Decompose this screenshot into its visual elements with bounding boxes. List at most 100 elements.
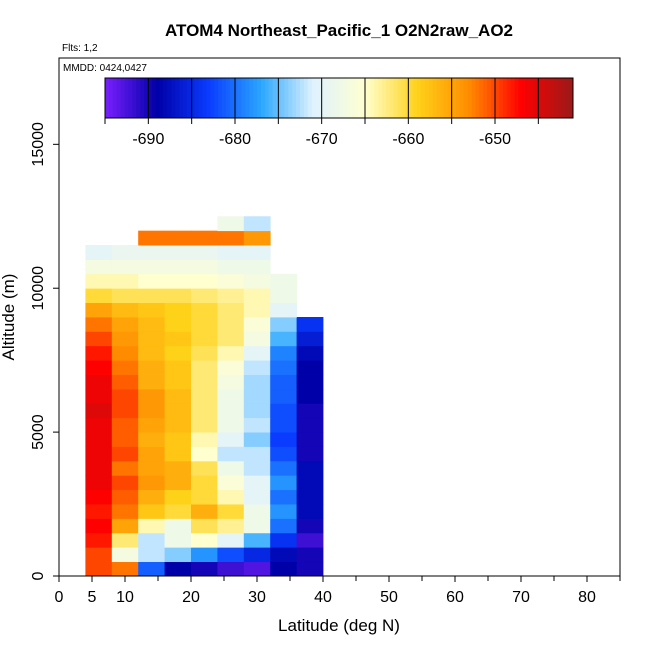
heatmap-cell	[138, 360, 165, 375]
colorbar-segment	[144, 78, 149, 118]
heatmap-cell	[164, 230, 192, 246]
colorbar-segment	[190, 78, 196, 118]
heatmap-cell	[111, 403, 139, 419]
heatmap-cell	[296, 331, 324, 347]
heatmap-cell	[217, 245, 245, 260]
heatmap-cell	[191, 518, 218, 534]
colorbar-segment	[171, 78, 176, 118]
heatmap-cell	[138, 345, 165, 361]
heatmap-cell	[217, 432, 245, 447]
heatmap-cell	[217, 475, 245, 491]
colorbar-segment	[452, 78, 457, 118]
colorbar-segment	[124, 78, 129, 118]
heatmap-cell	[217, 403, 245, 419]
heatmap-cell	[191, 475, 218, 491]
colorbar-segment	[120, 78, 125, 118]
colorbar-segment	[549, 78, 554, 118]
colorbar-segment	[346, 78, 352, 118]
heatmap-cell	[164, 460, 192, 476]
heatmap-cell	[191, 446, 218, 462]
heatmap-cell	[85, 273, 113, 289]
heatmap-cell	[217, 518, 245, 534]
heatmap-cell	[138, 331, 165, 347]
colorbar-segment	[498, 78, 504, 118]
colorbar-segment	[323, 78, 328, 118]
colorbar-segment	[202, 78, 207, 118]
colorbar-segment	[335, 78, 340, 118]
heatmap-cell	[217, 331, 245, 347]
colorbar-segment	[479, 78, 484, 118]
heatmap-cell	[270, 273, 297, 289]
colorbar-segment	[557, 78, 562, 118]
colorbar-segment	[358, 78, 363, 118]
heatmap-cell	[217, 273, 245, 289]
heatmap-cell	[243, 561, 271, 577]
heatmap-cell	[85, 460, 113, 476]
colorbar-segment	[553, 78, 558, 118]
heatmap-cell	[243, 288, 271, 304]
heatmap-cell	[85, 489, 113, 505]
colorbar-segment	[467, 78, 473, 118]
heatmap-cell	[85, 446, 113, 462]
heatmap-cell	[296, 317, 324, 332]
colorbar-segment	[147, 78, 153, 118]
heatmap-cell	[85, 532, 113, 548]
heatmap-cell	[164, 432, 192, 447]
colorbar-segment	[186, 78, 192, 118]
heatmap-cell	[296, 460, 324, 476]
colorbar-tick-label: -680	[219, 131, 251, 148]
heatmap-cell	[164, 532, 192, 548]
heatmap-cell	[85, 360, 113, 375]
heatmap-cell	[164, 245, 192, 260]
colorbar-segment	[229, 78, 235, 118]
colorbar-segment	[514, 78, 519, 118]
heatmap-cell	[243, 360, 271, 375]
heatmap-cell	[111, 547, 139, 563]
colorbar-segment	[378, 78, 383, 118]
heatmap-cell	[138, 489, 165, 505]
colorbar-segment	[261, 78, 266, 118]
heatmap-cell	[217, 504, 245, 519]
heatmap-cell	[111, 273, 139, 289]
heatmap-cell	[270, 561, 297, 577]
heatmap-cell	[111, 504, 139, 519]
colorbar-segment	[424, 78, 430, 118]
heatmap-cell	[191, 273, 218, 289]
colorbar-segment	[459, 78, 465, 118]
x-tick-label: 30	[248, 589, 266, 606]
heatmap-cell	[111, 446, 139, 462]
heatmap-cell	[191, 489, 218, 505]
heatmap-cell	[296, 475, 324, 491]
colorbar-segment	[565, 78, 570, 118]
colorbar-segment	[140, 78, 145, 118]
y-tick-label: 0	[30, 571, 47, 580]
colorbar-segment	[393, 78, 398, 118]
heatmap-cell	[85, 518, 113, 534]
heatmap-cell	[243, 259, 271, 275]
colorbar-segment	[471, 78, 476, 118]
heatmap-cell	[138, 446, 165, 462]
heatmap-cell	[164, 417, 192, 433]
colorbar-frame	[104, 77, 574, 119]
colorbar-segment	[342, 78, 348, 118]
heatmap-cell	[191, 345, 218, 361]
heatmap-cell	[111, 489, 139, 505]
heatmap-cell	[111, 245, 139, 260]
colorbar-segment	[413, 78, 418, 118]
heatmap-cell	[164, 331, 192, 347]
heatmap-cell	[270, 331, 297, 347]
colorbar-segment	[105, 78, 110, 118]
heatmap-cell	[217, 216, 245, 232]
colorbar-segment	[194, 78, 200, 118]
heatmap-cell	[270, 504, 297, 519]
heatmap-cell	[138, 475, 165, 491]
colorbar-segment	[397, 78, 402, 118]
heatmap-cell	[111, 417, 139, 433]
colorbar-segment	[296, 78, 301, 118]
x-tick-label: 10	[116, 589, 134, 606]
heatmap-cell	[191, 403, 218, 419]
heatmap-cell	[243, 460, 271, 476]
x-tick-label: 5	[88, 589, 97, 606]
colorbar: -690 -680 -670 -660 -650	[104, 77, 574, 148]
